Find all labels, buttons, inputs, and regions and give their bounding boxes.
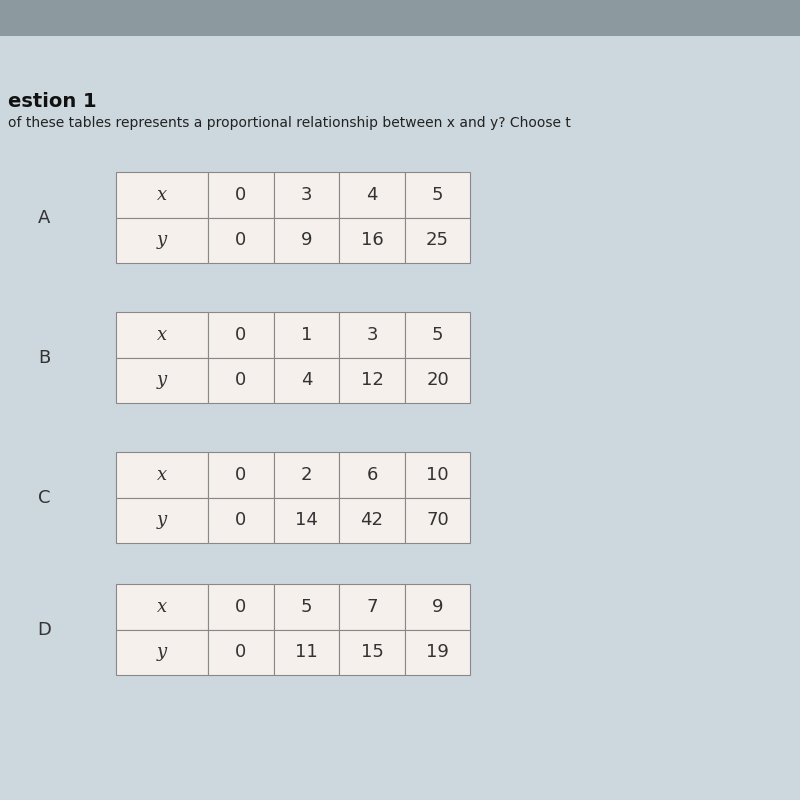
Text: 1: 1 — [301, 326, 312, 344]
Text: D: D — [37, 621, 51, 638]
Bar — [405, 498, 470, 543]
Text: y: y — [157, 231, 167, 250]
Text: 11: 11 — [295, 643, 318, 662]
Text: 2: 2 — [301, 466, 312, 484]
Text: 4: 4 — [301, 371, 312, 390]
Text: x: x — [157, 326, 167, 344]
Text: C: C — [38, 489, 50, 506]
Bar — [405, 218, 470, 263]
Text: 20: 20 — [426, 371, 449, 390]
Text: 0: 0 — [235, 466, 246, 484]
Bar — [339, 452, 405, 498]
Text: 0: 0 — [235, 326, 246, 344]
Bar — [208, 630, 274, 675]
Bar — [274, 452, 339, 498]
Text: 5: 5 — [432, 326, 443, 344]
Bar — [339, 218, 405, 263]
Bar — [208, 218, 274, 263]
Text: 9: 9 — [432, 598, 443, 616]
Text: 3: 3 — [301, 186, 312, 204]
Text: 0: 0 — [235, 598, 246, 616]
Text: 10: 10 — [426, 466, 449, 484]
Bar — [405, 312, 470, 358]
Bar — [116, 498, 208, 543]
Bar — [339, 630, 405, 675]
Bar — [116, 172, 208, 218]
Bar — [339, 172, 405, 218]
Text: 0: 0 — [235, 371, 246, 390]
Bar — [274, 358, 339, 403]
Text: 4: 4 — [366, 186, 378, 204]
Bar — [274, 172, 339, 218]
Bar — [274, 218, 339, 263]
Text: y: y — [157, 371, 167, 390]
Bar — [405, 630, 470, 675]
Bar — [274, 584, 339, 630]
Text: x: x — [157, 186, 167, 204]
Text: 9: 9 — [301, 231, 312, 250]
Text: x: x — [157, 466, 167, 484]
Text: 0: 0 — [235, 231, 246, 250]
Bar — [208, 452, 274, 498]
Text: 42: 42 — [361, 511, 383, 530]
Bar — [208, 312, 274, 358]
Bar — [116, 358, 208, 403]
Bar — [339, 584, 405, 630]
Text: estion 1: estion 1 — [8, 92, 97, 111]
Text: of these tables represents a proportional relationship between x and y? Choose t: of these tables represents a proportiona… — [8, 116, 571, 130]
Bar — [208, 498, 274, 543]
Bar — [116, 218, 208, 263]
Bar — [208, 172, 274, 218]
Text: 0: 0 — [235, 511, 246, 530]
Text: 12: 12 — [361, 371, 383, 390]
Text: 5: 5 — [301, 598, 312, 616]
Text: x: x — [157, 598, 167, 616]
Bar — [116, 452, 208, 498]
Bar — [208, 584, 274, 630]
Text: 16: 16 — [361, 231, 383, 250]
Text: y: y — [157, 511, 167, 530]
Text: 5: 5 — [432, 186, 443, 204]
Bar — [274, 498, 339, 543]
Bar — [405, 584, 470, 630]
Text: 14: 14 — [295, 511, 318, 530]
Text: 7: 7 — [366, 598, 378, 616]
Bar — [339, 498, 405, 543]
Bar — [405, 452, 470, 498]
Bar — [339, 312, 405, 358]
Bar — [116, 630, 208, 675]
Text: B: B — [38, 349, 50, 366]
Text: 19: 19 — [426, 643, 449, 662]
Bar — [274, 630, 339, 675]
Text: 0: 0 — [235, 186, 246, 204]
Text: y: y — [157, 643, 167, 662]
Text: A: A — [38, 209, 50, 226]
Text: 15: 15 — [361, 643, 383, 662]
Text: 6: 6 — [366, 466, 378, 484]
Bar — [405, 172, 470, 218]
Bar — [405, 358, 470, 403]
Bar — [339, 358, 405, 403]
Bar — [0, 0, 800, 36]
Text: 3: 3 — [366, 326, 378, 344]
Bar — [116, 584, 208, 630]
Text: 0: 0 — [235, 643, 246, 662]
Bar — [208, 358, 274, 403]
Text: 25: 25 — [426, 231, 449, 250]
Text: 70: 70 — [426, 511, 449, 530]
Bar — [116, 312, 208, 358]
Bar — [274, 312, 339, 358]
